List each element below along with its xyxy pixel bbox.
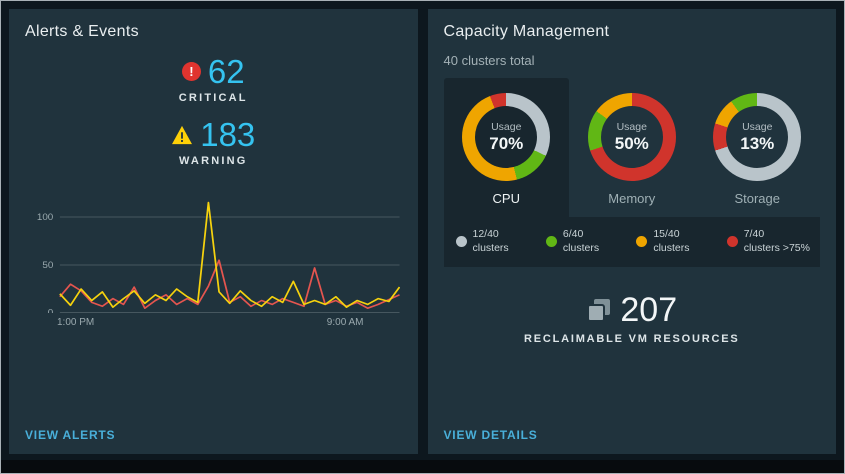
capacity-management-panel: Capacity Management 40 clusters total Us… <box>427 9 836 454</box>
capacity-tabs: Usage 70% CPU Usage 50% <box>443 78 821 217</box>
critical-label: CRITICAL <box>178 92 248 104</box>
panels-row: Alerts & Events ! 62 CRITICAL <box>1 1 844 454</box>
view-alerts-link[interactable]: VIEW ALERTS <box>25 428 116 442</box>
capacity-panel-title: Capacity Management <box>443 23 610 40</box>
alerts-events-panel: Alerts & Events ! 62 CRITICAL <box>9 9 418 454</box>
storage-usage-word: Usage <box>742 120 773 133</box>
critical-stat: ! 62 CRITICAL <box>179 55 248 104</box>
storage-donut-center: Usage 13% <box>726 106 789 168</box>
reclaimable-label: RECLAIMABLE VM RESOURCES <box>523 333 740 346</box>
legend-gray-label: clusters <box>472 242 509 255</box>
warning-stat: 183 WARNING <box>171 118 255 167</box>
cpu-usage-percent: 70% <box>489 133 524 153</box>
orange-dot-icon <box>636 235 648 247</box>
tab-memory-label: Memory <box>608 191 656 206</box>
cpu-donut-center: Usage 70% <box>475 106 538 168</box>
legend-green-label: clusters <box>562 242 600 255</box>
memory-donut-center: Usage 50% <box>600 106 663 168</box>
chart-x-axis: 1:00 PM 9:00 AM <box>27 313 400 328</box>
reclaimable-stat: 207 RECLAIMABLE VM RESOURCES <box>444 293 821 345</box>
legend-orange-value: 15/40 <box>653 228 680 240</box>
gray-dot-icon <box>455 235 467 247</box>
cluster-legend: 12/40 clusters 6/40 clusters <box>443 217 820 268</box>
red-dot-icon <box>726 235 738 247</box>
bottom-bar <box>1 460 844 473</box>
svg-text:0: 0 <box>48 307 53 313</box>
capacity-widget: Usage 70% CPU Usage 50% <box>443 78 821 268</box>
x-tick-end: 9:00 AM <box>326 317 364 328</box>
clusters-total: 40 clusters total <box>443 53 535 68</box>
alerts-line-chart: 0 50 100 <box>37 201 400 313</box>
x-tick-start: 1:00 PM <box>57 317 95 328</box>
legend-gray-value: 12/40 <box>472 228 499 240</box>
cpu-donut-chart: Usage 70% <box>462 93 551 181</box>
tab-cpu-label: CPU <box>492 191 520 206</box>
tab-cpu[interactable]: Usage 70% CPU <box>443 78 569 217</box>
warning-label: WARNING <box>178 155 248 167</box>
vm-stack-icon <box>587 299 611 323</box>
legend-item-orange: 15/40 clusters <box>636 227 690 255</box>
critical-count: 62 <box>207 53 245 90</box>
memory-donut-chart: Usage 50% <box>587 93 676 181</box>
critical-alert-icon: ! <box>181 62 201 81</box>
legend-red-value: 7/40 <box>743 228 765 240</box>
warning-alert-icon <box>172 125 193 144</box>
legend-item-gray: 12/40 clusters <box>455 227 509 255</box>
storage-usage-percent: 13% <box>740 133 775 153</box>
legend-orange-label: clusters <box>653 242 690 255</box>
view-details-link[interactable]: VIEW DETAILS <box>443 428 538 442</box>
legend-item-green: 6/40 clusters <box>545 227 600 255</box>
storage-donut-chart: Usage 13% <box>713 93 802 181</box>
alert-stats: ! 62 CRITICAL 183 WARNING <box>25 55 402 167</box>
reclaimable-count: 207 <box>620 291 678 330</box>
memory-usage-word: Usage <box>616 120 647 133</box>
warning-count: 183 <box>200 116 256 153</box>
legend-red-label: clusters >75% <box>743 242 810 255</box>
green-dot-icon <box>545 235 557 247</box>
tab-memory[interactable]: Usage 50% Memory <box>569 78 695 217</box>
memory-usage-percent: 50% <box>614 133 649 153</box>
svg-text:50: 50 <box>42 259 53 269</box>
legend-green-value: 6/40 <box>562 228 584 240</box>
alerts-panel-title: Alerts & Events <box>25 23 139 40</box>
tab-storage-label: Storage <box>734 191 781 206</box>
svg-text:100: 100 <box>37 211 53 221</box>
cpu-usage-word: Usage <box>491 120 522 133</box>
alerts-trend-chart: 0 50 100 1:00 PM 9:00 AM <box>25 193 402 328</box>
tab-storage[interactable]: Usage 13% Storage <box>695 78 821 217</box>
legend-item-red: 7/40 clusters >75% <box>726 227 810 255</box>
